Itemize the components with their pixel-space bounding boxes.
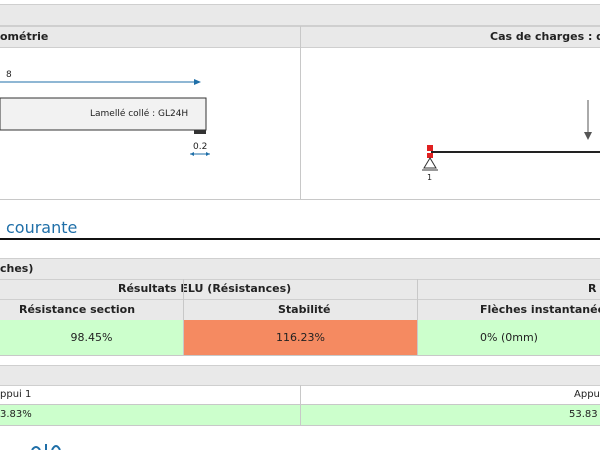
support-arrow-right xyxy=(206,152,210,156)
span-arrowhead xyxy=(194,79,201,85)
panel-divider xyxy=(300,26,301,200)
support-right-value: 53.83 xyxy=(569,409,598,420)
col-divider-1 xyxy=(183,279,184,355)
section-underline xyxy=(0,238,600,240)
support-arrow-left xyxy=(190,152,194,156)
results-group-header xyxy=(0,258,600,280)
col-header-deflection: Flèches instantanées xyxy=(480,303,600,316)
beam-material-label: Lamellé collé : GL24H xyxy=(90,109,189,119)
supports-bottom-border xyxy=(0,425,600,426)
section-title: courante xyxy=(6,218,78,237)
node-number-label: 1 xyxy=(427,173,433,182)
col-divider-2 xyxy=(417,279,418,355)
geometry-panel-title: ométrie xyxy=(0,30,49,43)
geometry-drawing xyxy=(0,79,210,156)
next-section-heading-fragment xyxy=(31,444,61,450)
load-arrowhead xyxy=(584,132,592,140)
elu-results-header: Résultats ELU (Résistances) xyxy=(118,282,292,295)
pinned-support-icon xyxy=(423,157,437,169)
load-cases-panel-title: Cas de charges : daN, xyxy=(490,30,600,43)
results-group-title: ches) xyxy=(0,262,34,275)
supports-header-bar xyxy=(0,365,600,386)
stability-value-cell: 116.23% xyxy=(184,320,417,355)
span-label: 8 xyxy=(6,70,12,80)
deflection-value-cell: 0% (0mm) xyxy=(418,320,600,355)
beam-body xyxy=(0,97,207,131)
col-header-stability: Stabilité xyxy=(278,303,331,316)
panel-bottom-border xyxy=(0,199,600,200)
load-case-drawing xyxy=(422,100,600,171)
beam-support-block xyxy=(194,130,206,134)
support-left-label: ppui 1 xyxy=(0,389,32,400)
support-node-marker xyxy=(427,145,433,151)
support-dimension-label: 0.2 xyxy=(193,142,208,152)
supports-divider xyxy=(300,385,301,425)
col-header-resistance: Résistance section xyxy=(19,303,136,316)
support-node-marker-lower xyxy=(427,153,433,158)
support-right-label: Appu xyxy=(574,389,600,400)
right-results-header: R xyxy=(588,282,597,295)
top-toolbar-strip xyxy=(0,4,600,26)
results-subheader-bar xyxy=(0,279,600,300)
support-left-value: 3.83% xyxy=(0,409,32,420)
results-bottom-border xyxy=(0,355,600,356)
resistance-value-cell: 98.45% xyxy=(0,320,183,355)
